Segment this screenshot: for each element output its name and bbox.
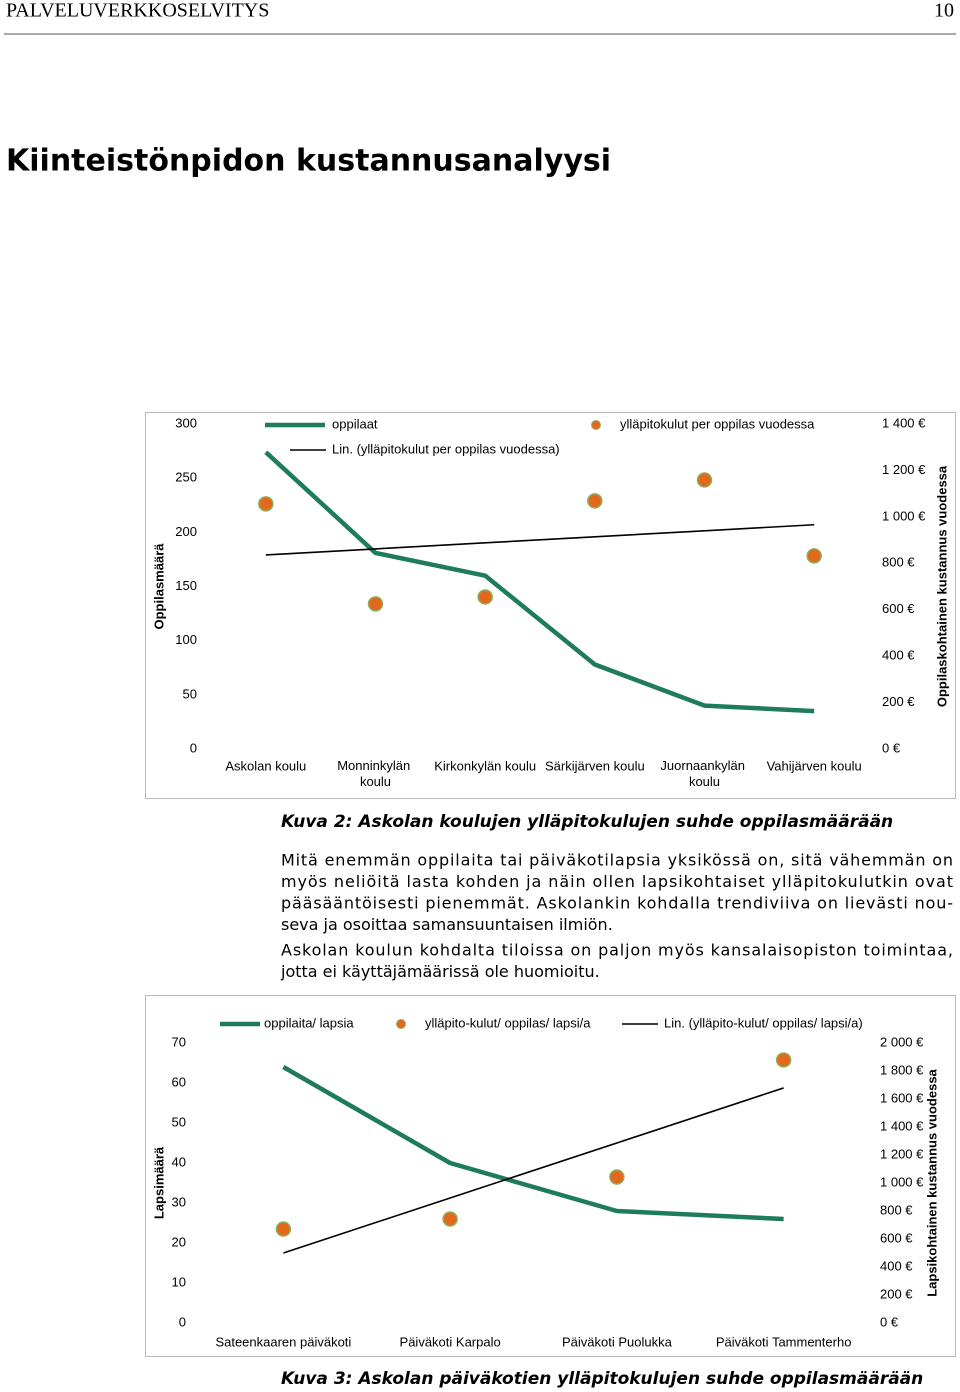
marker [367,596,384,612]
caption: Kuva 2: Askolan koulujen ylläpitokulujen… [281,812,893,832]
x-tick-label: Päiväkoti Karpalo [400,1334,501,1349]
y2-tick-label: 1 800 € [880,1062,924,1077]
y-tick-label: 40 [172,1154,186,1169]
page-number: 10 [934,0,954,22]
y2-tick-label: 200 € [882,694,915,709]
y-tick-label: 30 [172,1194,186,1209]
caption: Kuva 3: Askolan päiväkotien ylläpitokulu… [281,1369,923,1389]
y2-tick-label: 1 200 € [882,462,926,477]
y2-tick-label: 0 € [882,740,901,755]
y-tick-label: 10 [172,1274,186,1289]
y-axis-label: Lapsimäärä [151,1146,166,1219]
y2-tick-label: 1 400 € [880,1118,924,1133]
paragraph-line: Askolan koulun kohdalta tiloissa on palj… [281,941,953,960]
y-tick-label: 50 [183,686,197,701]
legend-marker [591,420,601,430]
y2-tick-label: 800 € [880,1202,913,1217]
y-tick-label: 0 [179,1314,186,1329]
y-tick-label: 250 [175,470,197,485]
trend-line [283,1087,784,1254]
y2-tick-label: 1 000 € [882,508,926,523]
y2-tick-label: 600 € [880,1230,913,1245]
marker [587,493,603,509]
legend-label: Lin. (ylläpito-kulut/ oppilas/ lapsi/a) [664,1015,863,1030]
y2-tick-label: 800 € [882,555,915,570]
y2-axis-label: Lapsikohtainen kustannus vuodessa [924,1068,939,1296]
y-tick-label: 300 [175,415,197,430]
y2-tick-label: 600 € [882,601,915,616]
marker [477,589,493,605]
marker [609,1169,625,1185]
legend-label: oppilaita/ lapsia [264,1015,354,1030]
marker [275,1221,292,1237]
x-tick-label: Juornaankylän koulu [660,758,748,789]
legend-label: ylläpitokulut per oppilas vuodessa [620,416,815,431]
heading: Kiinteistönpidon kustannusanalyysi [6,144,611,179]
trend-line [265,523,815,556]
x-tick-label: Päiväkoti Tammenterho [716,1334,852,1349]
y2-tick-label: 200 € [880,1286,913,1301]
x-tick-label: Sateenkaaren päiväkoti [215,1334,351,1349]
chart-frame [145,995,956,1357]
marker [806,548,822,564]
data-line [264,450,815,714]
y-tick-label: 70 [172,1034,186,1049]
legend-marker [396,1019,406,1029]
x-tick-label: Kirkonkylän koulu [434,758,536,773]
paragraph-line: jotta ei käyttäjämäärissä ole huomioitu. [280,962,600,981]
y-tick-label: 50 [172,1114,186,1129]
y-tick-label: 20 [172,1234,186,1249]
marker [442,1211,458,1227]
legend-label: ylläpito-kulut/ oppilas/ lapsi/a [425,1015,591,1030]
y2-tick-label: 1 400 € [882,415,926,430]
paragraph-line: seva ja osoittaa samansuuntaisen ilmiön. [281,915,613,934]
y-tick-label: 150 [175,578,197,593]
y2-axis-label: Oppilaskohtainen kustannus vuodessa [934,465,949,707]
marker [696,472,713,488]
legend-label: oppilaat [332,416,378,431]
x-tick-label: Päiväkoti Puolukka [562,1334,673,1349]
x-tick-label: Vahijärven koulu [767,758,862,773]
y-tick-label: 60 [172,1074,186,1089]
header-title: PALVELUVERKKOSELVITYS [6,0,269,22]
y2-tick-label: 0 € [880,1314,899,1329]
y2-tick-label: 1 000 € [880,1174,924,1189]
paragraph-line: Mitä enemmän oppilaita tai päiväkotilaps… [281,851,953,870]
legend-label: Lin. (ylläpitokulut per oppilas vuodessa… [332,441,560,456]
x-tick-label: Särkijärven koulu [545,758,645,773]
y2-tick-label: 400 € [880,1258,913,1273]
y-tick-label: 200 [175,524,197,539]
data-line [282,1065,784,1222]
y2-tick-label: 1 600 € [880,1090,924,1105]
y-tick-label: 0 [190,740,197,755]
x-tick-label: Askolan koulu [225,758,306,773]
y2-tick-label: 1 200 € [880,1146,924,1161]
marker [775,1052,792,1068]
y-tick-label: 100 [175,632,197,647]
paragraph-line: pääsääntöisesti pienemmät. Askolankin ko… [281,894,953,913]
y-axis-label: Oppilasmäärä [151,543,166,630]
y2-tick-label: 2 000 € [880,1034,924,1049]
marker [258,496,274,512]
paragraph-line: myös neliöitä lasta kohden ja näin ollen… [281,872,953,891]
chart-frame [145,412,956,799]
x-tick-label: Monninkylän koulu [337,758,414,789]
y2-tick-label: 400 € [882,648,915,663]
